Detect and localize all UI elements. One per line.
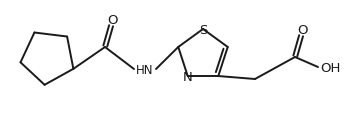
Text: N: N: [183, 70, 193, 83]
Text: OH: OH: [320, 61, 340, 74]
Text: O: O: [298, 23, 308, 36]
Text: HN: HN: [136, 63, 154, 76]
Text: S: S: [199, 23, 207, 36]
Text: O: O: [108, 13, 118, 26]
